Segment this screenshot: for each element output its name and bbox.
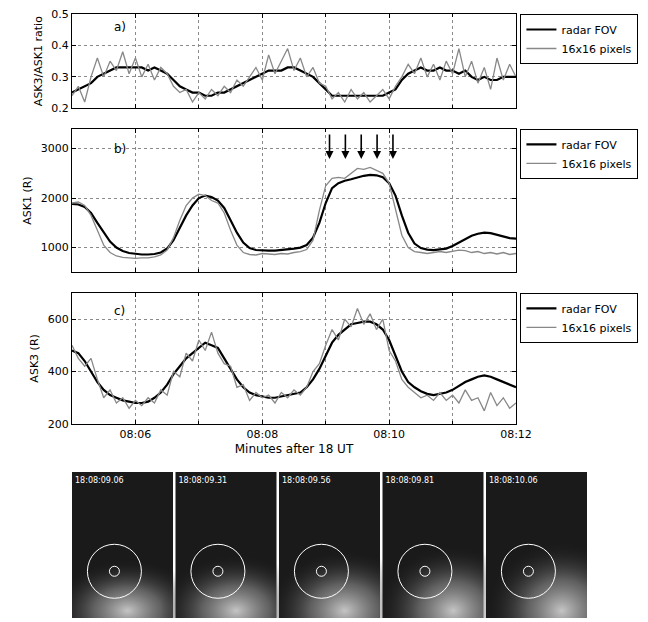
svg-text:radar FOV: radar FOV bbox=[561, 24, 617, 37]
svg-text:ASK3/ASK1 ratio: ASK3/ASK1 ratio bbox=[32, 16, 45, 106]
svg-text:18:08:09.56: 18:08:09.56 bbox=[282, 476, 331, 485]
svg-text:0.2: 0.2 bbox=[51, 102, 69, 115]
svg-text:18:08:10.06: 18:08:10.06 bbox=[489, 476, 538, 485]
svg-text:16x16 pixels: 16x16 pixels bbox=[561, 43, 631, 56]
svg-text:18:08:09.81: 18:08:09.81 bbox=[386, 476, 435, 485]
svg-text:16x16 pixels: 16x16 pixels bbox=[561, 158, 631, 171]
svg-text:16x16 pixels: 16x16 pixels bbox=[561, 322, 631, 335]
svg-text:0.4: 0.4 bbox=[51, 39, 69, 52]
svg-text:0.3: 0.3 bbox=[51, 71, 69, 84]
svg-text:ASK1 (R): ASK1 (R) bbox=[21, 176, 34, 224]
svg-text:0.5: 0.5 bbox=[51, 8, 69, 21]
svg-text:18:08:09.31: 18:08:09.31 bbox=[179, 476, 228, 485]
svg-text:08:10: 08:10 bbox=[373, 428, 405, 441]
svg-text:18:08:09.06: 18:08:09.06 bbox=[75, 476, 124, 485]
svg-text:2000: 2000 bbox=[41, 192, 69, 205]
svg-text:08:06: 08:06 bbox=[120, 428, 152, 441]
svg-text:c): c) bbox=[114, 304, 125, 318]
svg-text:08:08: 08:08 bbox=[246, 428, 278, 441]
svg-text:ASK3 (R): ASK3 (R) bbox=[28, 334, 41, 382]
svg-text:a): a) bbox=[114, 20, 126, 34]
svg-text:08:12: 08:12 bbox=[500, 428, 532, 441]
svg-text:600: 600 bbox=[48, 313, 69, 326]
svg-text:radar FOV: radar FOV bbox=[561, 303, 617, 316]
svg-text:200: 200 bbox=[48, 418, 69, 431]
svg-text:1000: 1000 bbox=[41, 241, 69, 254]
svg-text:b): b) bbox=[114, 142, 126, 156]
svg-text:3000: 3000 bbox=[41, 142, 69, 155]
svg-text:400: 400 bbox=[48, 365, 69, 378]
svg-text:Minutes after 18 UT: Minutes after 18 UT bbox=[235, 442, 354, 456]
svg-text:radar FOV: radar FOV bbox=[561, 139, 617, 152]
